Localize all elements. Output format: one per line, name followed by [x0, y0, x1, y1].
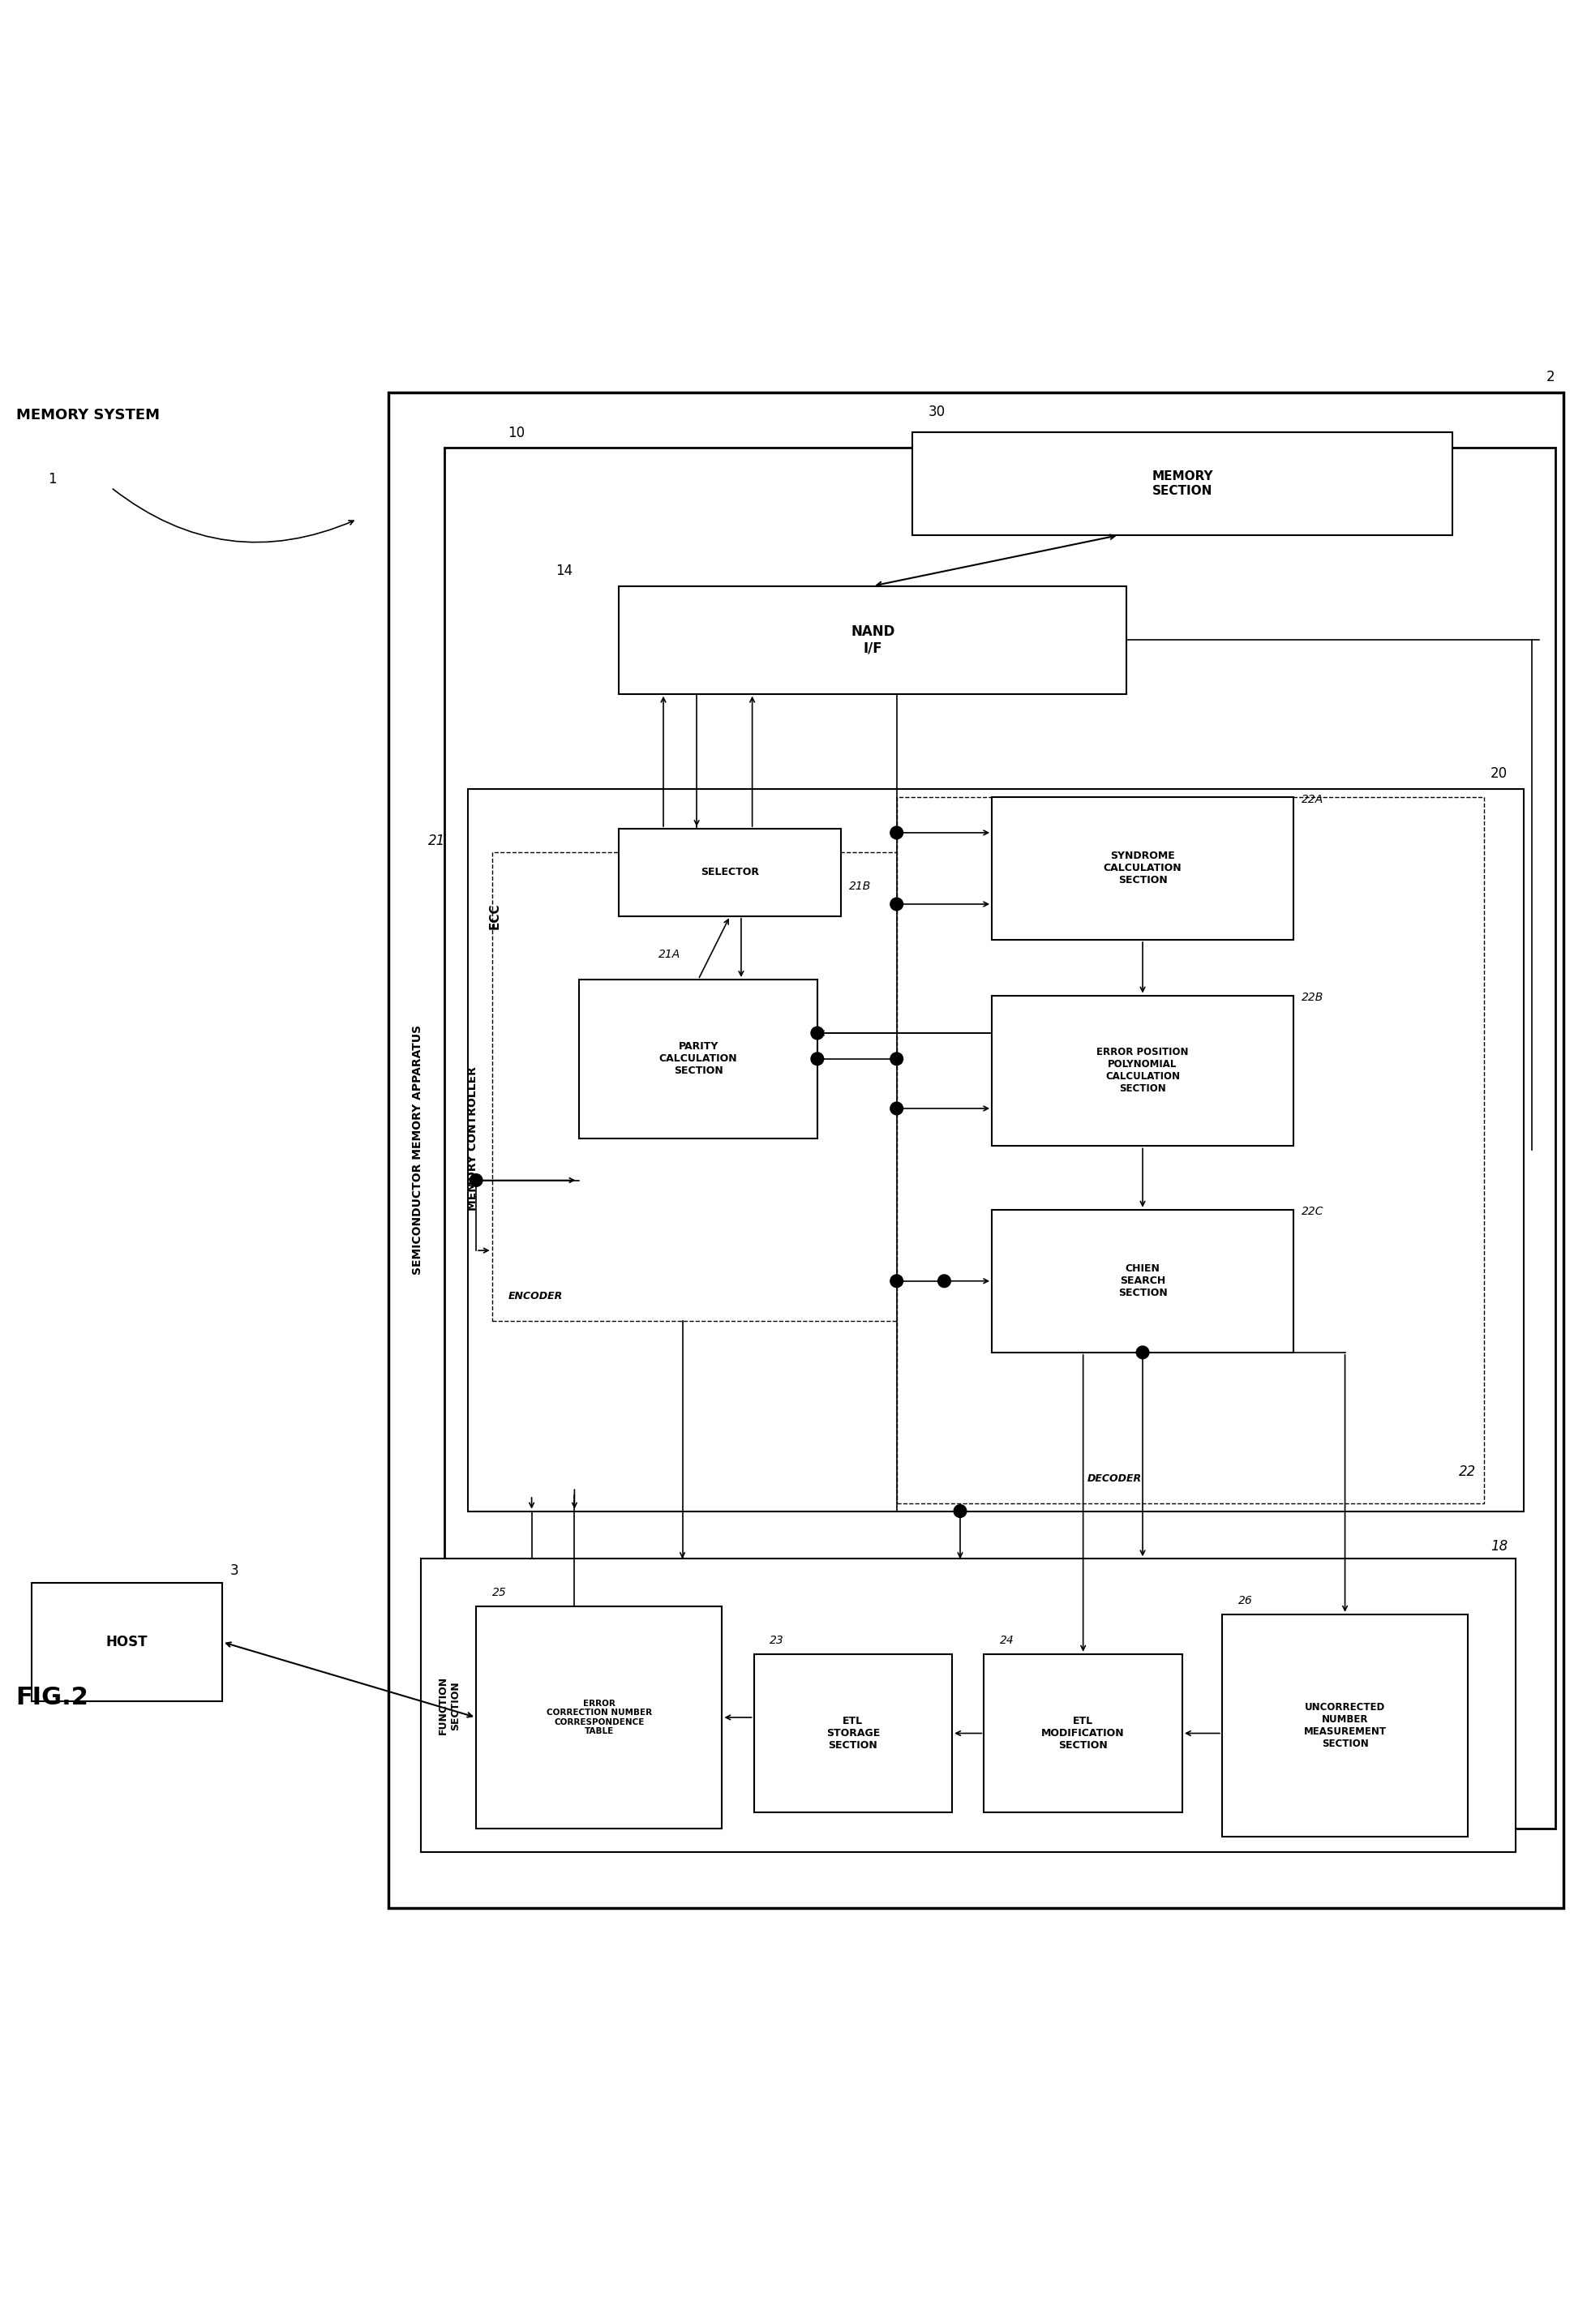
Bar [421, 1559, 1516, 1852]
Text: 26: 26 [1238, 1594, 1252, 1606]
Circle shape [470, 1174, 482, 1188]
Text: 2: 2 [1547, 370, 1555, 383]
Text: SELECTOR: SELECTOR [701, 867, 759, 878]
Circle shape [890, 1053, 903, 1064]
Text: 22B: 22B [1301, 992, 1324, 1004]
Bar [619, 586, 1127, 695]
Text: 25: 25 [492, 1587, 506, 1599]
Bar [444, 449, 1555, 1829]
Bar [932, 451, 1471, 553]
Text: MEMORY SYSTEM: MEMORY SYSTEM [16, 409, 159, 423]
Text: CHIEN
SEARCH
SECTION: CHIEN SEARCH SECTION [1117, 1264, 1168, 1299]
Text: 1: 1 [48, 472, 56, 486]
Text: 21A: 21A [659, 948, 681, 960]
Text: ETL
MODIFICATION
SECTION: ETL MODIFICATION SECTION [1041, 1715, 1125, 1750]
Bar [579, 978, 817, 1139]
Bar [992, 995, 1293, 1146]
Bar [32, 1583, 222, 1701]
Text: 24: 24 [1000, 1634, 1014, 1645]
Circle shape [938, 1274, 951, 1287]
Text: 3: 3 [230, 1564, 238, 1578]
Text: MEMORY CONTROLLER: MEMORY CONTROLLER [467, 1067, 479, 1211]
Text: ECC: ECC [489, 902, 501, 930]
Text: DECODER: DECODER [1087, 1473, 1141, 1485]
Bar [1222, 1615, 1468, 1836]
Text: 21: 21 [428, 834, 446, 848]
Text: 22A: 22A [1301, 792, 1324, 804]
Text: FIG.2: FIG.2 [16, 1685, 89, 1708]
Text: 21B: 21B [849, 881, 871, 892]
Text: 14: 14 [555, 562, 573, 579]
Bar [468, 790, 1524, 1511]
Text: ENCODER: ENCODER [508, 1292, 562, 1301]
Circle shape [890, 1102, 903, 1116]
Bar [992, 1208, 1293, 1353]
Text: 10: 10 [508, 425, 525, 439]
Bar [992, 797, 1293, 939]
Text: 22: 22 [1458, 1464, 1476, 1480]
Circle shape [890, 897, 903, 911]
Text: UNCORRECTED
NUMBER
MEASUREMENT
SECTION: UNCORRECTED NUMBER MEASUREMENT SECTION [1303, 1701, 1387, 1750]
Bar [754, 1655, 952, 1813]
Text: FUNCTION
SECTION: FUNCTION SECTION [438, 1676, 460, 1734]
Bar [389, 393, 1563, 1908]
Circle shape [811, 1027, 824, 1039]
Text: ERROR
CORRECTION NUMBER
CORRESPONDENCE
TABLE: ERROR CORRECTION NUMBER CORRESPONDENCE T… [546, 1699, 652, 1736]
Text: NAND
I/F: NAND I/F [851, 625, 895, 655]
Circle shape [890, 827, 903, 839]
Bar [619, 830, 841, 916]
Text: 18: 18 [1490, 1538, 1508, 1555]
Text: 23: 23 [770, 1634, 784, 1645]
Circle shape [1136, 1346, 1149, 1360]
Text: SYNDROME
CALCULATION
SECTION: SYNDROME CALCULATION SECTION [1103, 851, 1182, 885]
Bar [913, 432, 1452, 535]
Text: 30: 30 [928, 404, 946, 418]
Text: HOST: HOST [106, 1634, 148, 1650]
Text: SEMICONDUCTOR MEMORY APPARATUS: SEMICONDUCTOR MEMORY APPARATUS [411, 1025, 424, 1276]
Bar [476, 1606, 722, 1829]
Text: ETL
STORAGE
SECTION: ETL STORAGE SECTION [827, 1715, 879, 1750]
Text: 20: 20 [1490, 767, 1508, 781]
Bar [897, 797, 1484, 1504]
Circle shape [954, 1504, 966, 1518]
Circle shape [811, 1053, 824, 1064]
Bar [492, 853, 968, 1320]
Text: 22C: 22C [1301, 1206, 1324, 1218]
Bar [984, 1655, 1182, 1813]
Text: PARITY
CALCULATION
SECTION: PARITY CALCULATION SECTION [659, 1041, 738, 1076]
Text: ERROR POSITION
POLYNOMIAL
CALCULATION
SECTION: ERROR POSITION POLYNOMIAL CALCULATION SE… [1097, 1048, 1189, 1095]
Circle shape [890, 1274, 903, 1287]
Text: MEMORY
SECTION: MEMORY SECTION [1152, 469, 1212, 497]
